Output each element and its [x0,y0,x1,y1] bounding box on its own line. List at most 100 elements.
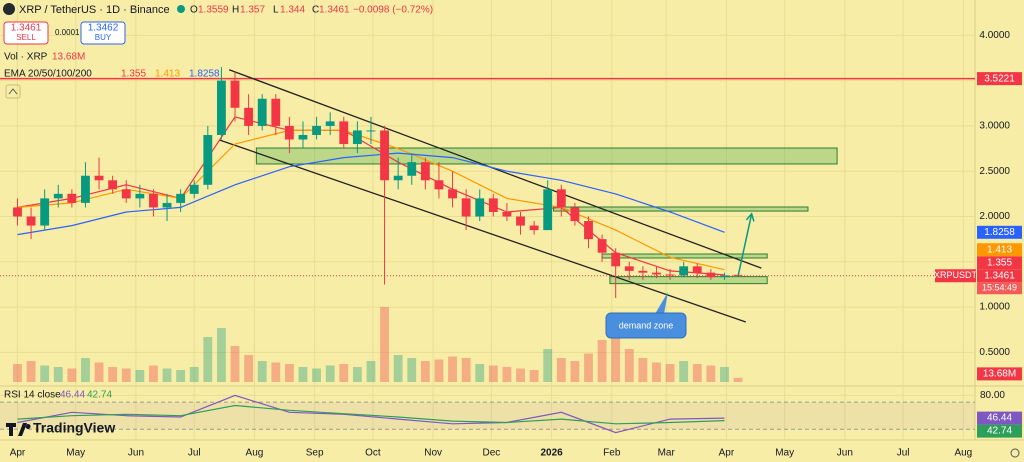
trendline [228,69,762,269]
volume-bar [121,368,131,382]
rsi-line [17,404,725,425]
last-price-tag-bg [977,269,1022,283]
candle-body [461,198,471,217]
volume-bar [244,355,254,382]
volume-bar [81,358,90,382]
rsi-ma-tag-bg [977,424,1022,438]
x-tick-label: Jun [128,448,144,459]
volume-bar [584,353,593,382]
volume-bar [502,367,512,382]
candle-body [720,275,729,278]
x-tick-label: Apr [719,448,735,459]
candle-body [366,130,376,132]
x-tick-label: Dec [482,448,500,459]
volume-bar [176,370,186,382]
settings-icon[interactable] [1010,448,1020,458]
volume-bar [312,368,322,382]
candle-body [638,270,648,273]
x-tick-label: Apr [10,448,26,459]
candle-body [81,175,90,203]
volume-bar [720,367,729,382]
candle-body [352,130,362,145]
logo-icon[interactable] [6,423,31,436]
volume-bar [108,367,118,382]
x-tick-label: Jul [188,448,201,459]
buy-price[interactable]: 1.3462 [88,23,119,34]
market-status [177,5,185,13]
x-tick-label: Nov [424,448,442,459]
rsi-tag-bg [977,411,1022,425]
annotation: demand zone [619,320,674,330]
candle-body [652,272,661,275]
candle-body [584,221,593,240]
ema-tag: 1.8258 [984,227,1015,238]
sell-button[interactable] [3,21,49,45]
x-tick-label: Jun [837,448,853,459]
volume-bar [284,364,294,382]
volume-bar [420,361,430,382]
logo[interactable]: TradingView [33,420,115,436]
volume-tag-bg [977,367,1022,381]
countdown-bg [977,282,1022,295]
candle-body [597,239,607,253]
sell-price[interactable]: 1.3461 [11,23,42,34]
ema-tag-bg [977,243,1022,257]
volume-bar [638,358,648,382]
volume-bar [652,362,661,382]
volume-bar [380,307,389,382]
y-tick-label: 2.5000 [979,166,1010,177]
sell-label[interactable]: SELL [16,33,36,42]
volume-bar [40,365,50,382]
plot-area [0,0,975,440]
volume-bar [556,358,566,382]
ohlc-value: 1.3559 [198,5,229,16]
buy-button[interactable] [80,21,126,45]
ohlc-label: C [312,5,319,16]
y-tick-label: 4.0000 [979,30,1010,41]
symbol-tag: XRPUSDT [934,270,978,280]
candle-body [665,274,675,276]
ema-tag-bg [977,256,1022,270]
candle-body [611,252,621,267]
ohlc-value: 1.357 [240,5,265,16]
candle-body [312,125,322,135]
trendline [219,139,747,323]
ema-tag: 1.355 [987,257,1012,268]
callout-pointer [655,292,668,314]
symbol-tag-bg [935,269,976,283]
arrow [737,213,753,277]
ohlc-label: L [273,5,279,16]
volume-bar [597,340,607,382]
volume-bar [706,365,716,382]
ema-value: 1.8258 [189,69,220,80]
x-tick-label: Feb [603,448,621,459]
ema-line [17,116,725,276]
volume-bar [203,337,213,382]
candle-body [339,121,349,145]
collapse-icon[interactable] [8,88,18,95]
rsi-label: RSI 14 close [4,390,61,401]
candle-body [121,189,131,199]
volume-bar [611,322,621,382]
collapse-button[interactable] [5,84,21,99]
ema-tag-bg [977,225,1022,239]
candle-body [434,180,444,190]
x-tick-label: Sep [306,448,324,459]
candle-body [570,207,580,222]
candle-body [67,193,77,203]
candle-body [298,134,308,140]
candle-body [203,134,213,185]
volume-bar [733,377,743,382]
rsi-value: 46.44 [60,390,85,401]
volume-bar [149,365,158,382]
buy-label[interactable]: BUY [95,33,112,42]
volume-bar [325,365,335,382]
candle-body [257,98,267,126]
volume-value: 13.68M [52,52,85,63]
volume-bar [162,368,172,382]
arrow-head [745,212,755,222]
hline-tag: 3.5221 [984,73,1015,84]
candle-body [624,266,634,271]
volume-bar [26,361,36,382]
